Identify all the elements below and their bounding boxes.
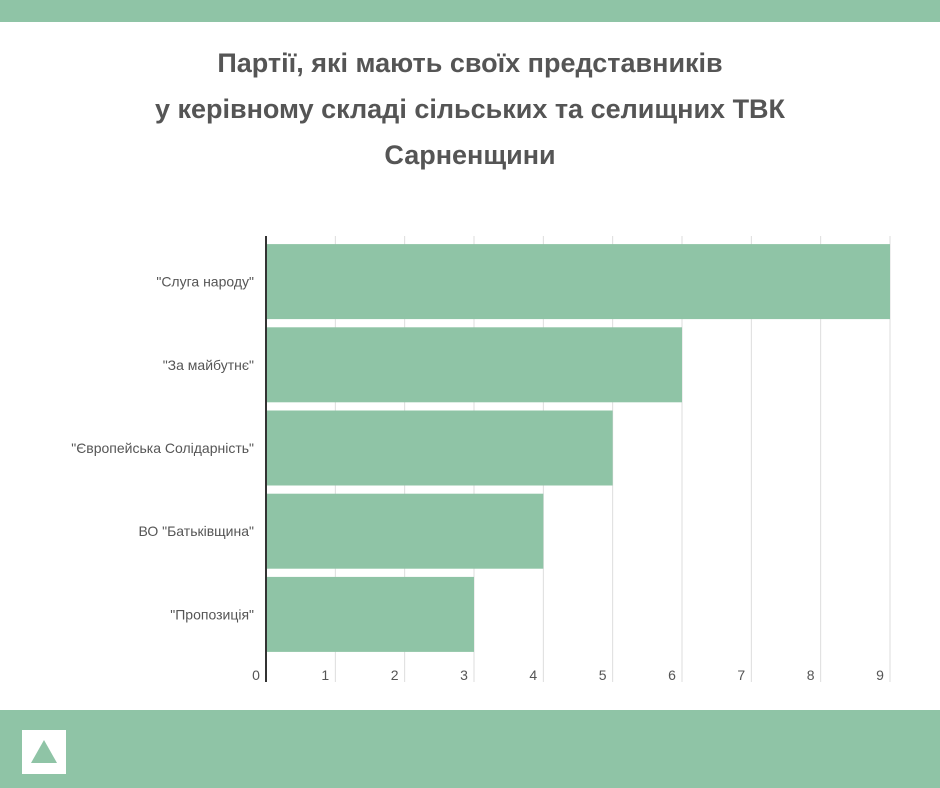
triangle-logo-icon bbox=[31, 740, 57, 763]
x-tick-label: 2 bbox=[391, 667, 399, 683]
x-tick-label: 7 bbox=[737, 667, 745, 683]
x-tick-label: 9 bbox=[876, 667, 884, 683]
category-labels: "Слуга народу" "За майбутнє" "Європейська … bbox=[71, 274, 254, 623]
chart-title-line-3: Сарненщини bbox=[384, 140, 556, 170]
bar bbox=[266, 244, 890, 320]
x-tick-label: 4 bbox=[529, 667, 537, 683]
top-accent-band bbox=[0, 0, 940, 22]
bars bbox=[266, 244, 890, 652]
x-tick-label: 0 bbox=[252, 667, 260, 683]
x-tick-label: 3 bbox=[460, 667, 468, 683]
category-label: "Пропозиція" bbox=[170, 606, 254, 622]
bottom-accent-band bbox=[0, 710, 940, 788]
x-tick-label: 6 bbox=[668, 667, 676, 683]
bar-chart: "Слуга народу" "За майбутнє" "Європейська … bbox=[71, 236, 891, 683]
x-tick-label: 1 bbox=[321, 667, 329, 683]
chart-title-line-1: Партії, які мають своїх представників bbox=[217, 48, 723, 78]
bar bbox=[266, 327, 682, 403]
category-label: "Слуга народу" bbox=[156, 274, 254, 290]
x-tick-label: 5 bbox=[599, 667, 607, 683]
x-tick-label: 8 bbox=[807, 667, 815, 683]
category-label: "За майбутнє" bbox=[163, 357, 254, 373]
category-label: "Європейська Солідарність" bbox=[71, 440, 254, 456]
chart-title-line-2: у керівному складі сільських та селищних… bbox=[154, 94, 786, 124]
logo bbox=[22, 730, 66, 774]
chart-title: Партії, які мають своїх представників у … bbox=[0, 40, 940, 178]
x-tick-labels: 0 1 2 3 4 5 6 7 8 9 bbox=[252, 667, 884, 683]
bar bbox=[266, 410, 613, 486]
bar bbox=[266, 576, 474, 652]
bar bbox=[266, 493, 544, 569]
category-label: ВО "Батьківщина" bbox=[139, 523, 255, 539]
